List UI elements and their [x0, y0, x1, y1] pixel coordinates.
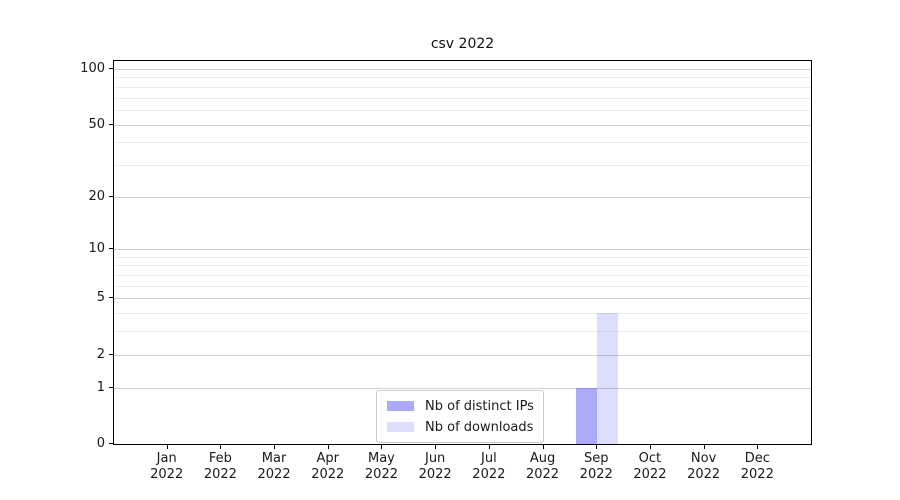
major-gridline — [114, 249, 811, 251]
legend-label-distinct-ips: Nb of distinct IPs — [425, 398, 534, 414]
minor-gridline — [114, 77, 811, 79]
minor-gridline — [114, 86, 811, 88]
legend-item-distinct-ips: Nb of distinct IPs — [387, 397, 534, 415]
y-tick-mark — [109, 68, 113, 69]
x-tick-label: Mar 2022 — [257, 451, 291, 482]
chart-title: csv 2022 — [430, 36, 495, 52]
major-gridline — [114, 196, 811, 198]
y-tick-label: 100 — [80, 61, 105, 76]
bar-downloads — [597, 313, 619, 444]
x-tick-mark — [649, 445, 651, 449]
x-tick-label: Jan 2022 — [150, 451, 184, 482]
major-gridline — [114, 298, 811, 300]
legend-label-downloads: Nb of downloads — [425, 419, 534, 435]
x-tick-mark — [435, 445, 437, 449]
x-tick-mark — [542, 445, 544, 449]
x-tick-label: Apr 2022 — [311, 451, 345, 482]
y-tick-label: 10 — [88, 241, 105, 257]
x-tick-mark — [381, 445, 383, 449]
x-tick-label: Jul 2022 — [472, 451, 506, 482]
y-tick-mark — [109, 123, 113, 125]
minor-gridline — [114, 256, 811, 258]
x-tick-mark — [488, 445, 490, 449]
y-tick-mark — [109, 386, 113, 388]
minor-gridline — [114, 265, 811, 267]
y-tick-label: 20 — [88, 188, 105, 204]
y-tick-label: 0 — [96, 436, 105, 451]
y-tick-mark — [109, 353, 113, 355]
x-tick-label: Feb 2022 — [203, 451, 237, 482]
minor-gridline — [114, 109, 811, 111]
x-tick-label: May 2022 — [364, 451, 398, 482]
x-tick-label: Nov 2022 — [687, 451, 721, 482]
x-tick-mark — [274, 445, 276, 449]
y-tick-mark — [109, 297, 113, 299]
minor-gridline — [114, 331, 811, 333]
x-tick-label: Dec 2022 — [740, 451, 774, 482]
major-gridline — [114, 387, 811, 389]
bar-distinct-ips — [576, 387, 598, 444]
y-tick-label: 5 — [96, 290, 105, 306]
x-tick-mark — [327, 445, 329, 449]
y-tick-label: 1 — [96, 379, 105, 395]
y-tick-mark — [109, 248, 113, 250]
legend-swatch-distinct-ips — [387, 401, 414, 411]
minor-gridline — [114, 285, 811, 287]
y-tick-mark — [109, 443, 113, 444]
plot-area — [113, 60, 812, 445]
legend: Nb of distinct IPs Nb of downloads — [376, 390, 544, 443]
x-tick-mark — [220, 445, 222, 449]
y-tick-label: 2 — [96, 346, 105, 362]
x-tick-label: Jun 2022 — [418, 451, 452, 482]
x-tick-label: Aug 2022 — [525, 451, 560, 482]
y-tick-label: 50 — [88, 116, 105, 132]
x-tick-mark — [596, 445, 598, 449]
minor-gridline — [114, 97, 811, 99]
x-tick-mark — [757, 445, 759, 449]
minor-gridline — [114, 313, 811, 315]
x-tick-mark — [166, 445, 168, 449]
legend-item-downloads: Nb of downloads — [387, 418, 534, 436]
minor-gridline — [114, 142, 811, 144]
major-gridline — [114, 124, 811, 126]
minor-gridline — [114, 164, 811, 166]
x-tick-label: Oct 2022 — [633, 451, 667, 482]
major-gridline — [114, 69, 811, 70]
minor-gridline — [114, 275, 811, 277]
y-tick-mark — [109, 195, 113, 197]
x-tick-mark — [703, 445, 705, 449]
major-gridline — [114, 354, 811, 356]
x-tick-label: Sep 2022 — [579, 451, 613, 482]
legend-swatch-downloads — [387, 422, 414, 432]
